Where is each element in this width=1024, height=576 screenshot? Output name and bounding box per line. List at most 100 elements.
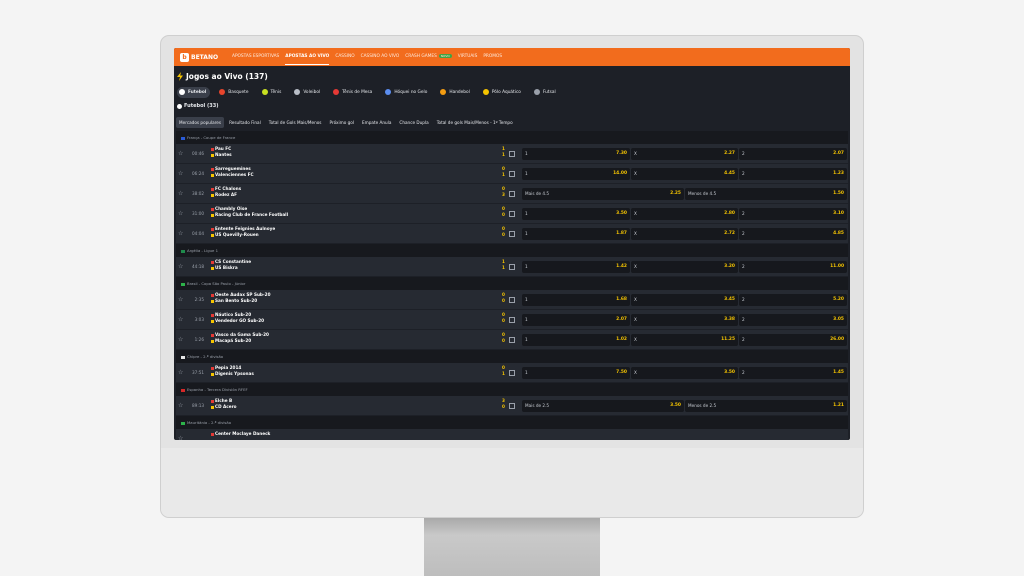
league-header[interactable]: Argélia - Ligue 1 xyxy=(176,244,848,257)
stats-icon[interactable] xyxy=(509,317,515,323)
stats-icon[interactable] xyxy=(509,171,515,177)
league-header[interactable]: Brasil - Copa São Paulo - Júnior xyxy=(176,277,848,290)
odd-button[interactable]: X 11.25 xyxy=(631,333,738,346)
odd-label: Mais de 2.5 xyxy=(525,402,550,408)
odd-button[interactable]: 1 1.42 xyxy=(522,260,630,273)
favorite-star[interactable]: ☆ xyxy=(178,190,184,197)
odd-button[interactable]: X 3.45 xyxy=(631,293,738,306)
odd-value: 2.27 xyxy=(724,150,735,156)
league-header[interactable]: Mauritânia - 2.ª divisão xyxy=(176,416,848,429)
match-row[interactable]: ☆ 1:26 Vasco da Gama Sub-20 0 Macapá Sub-20 0… xyxy=(176,330,848,350)
league-header[interactable]: Chipre - 2.ª divisão xyxy=(176,350,848,363)
favorite-star[interactable]: ☆ xyxy=(178,336,184,343)
odd-button[interactable]: X 3.38 xyxy=(631,313,738,326)
match-row[interactable]: ☆ 2:35 Oeste Audax SP Sub-20 0 San Bento Sub… xyxy=(176,290,848,310)
odd-button[interactable]: 1 7.50 xyxy=(522,366,630,379)
odd-button[interactable]: 1 3.50 xyxy=(522,207,630,220)
market-tab[interactable]: Total de gols Mais/Menos - 1º Tempo xyxy=(436,120,513,125)
nav-item[interactable]: CRASH GAMES NOVO xyxy=(405,48,452,66)
odd-button[interactable]: 1 7.30 xyxy=(522,147,630,160)
favorite-star[interactable]: ☆ xyxy=(178,150,184,157)
odd-button[interactable]: 2 3.10 xyxy=(739,207,847,220)
match-row[interactable]: ☆ 44:18 CS Constantine 1 US Biskra 1 1 1.42 X 3.2… xyxy=(176,257,848,277)
odd-button[interactable]: Mais de 2.5 3.50 xyxy=(522,399,684,412)
nav-item[interactable]: CASSINO xyxy=(335,48,354,66)
sport-tab[interactable]: Basquete xyxy=(217,87,252,98)
market-tab[interactable]: Resultado Final xyxy=(229,120,261,125)
nav-item[interactable]: CASSINO AO VIVO xyxy=(361,48,400,66)
odd-button[interactable]: 1 1.02 xyxy=(522,333,630,346)
sport-tab[interactable]: Tênis de Mesa xyxy=(331,87,376,98)
odd-button[interactable]: Menos de 2.5 1.21 xyxy=(685,399,847,412)
match-row[interactable]: ☆ 37:51 Pepia 2014 0 Digenis Ypsonas 1 1 7.50 X 3… xyxy=(176,363,848,383)
match-row[interactable]: ☆ 3:03 Náutico Sub-20 0 Vendedor GO Sub-20 0 1… xyxy=(176,310,848,330)
favorite-star[interactable]: ☆ xyxy=(178,263,184,270)
market-tab[interactable]: Empate Anula xyxy=(362,120,392,125)
odd-button[interactable]: 2 4.85 xyxy=(739,227,847,240)
odd-button[interactable]: 2 11.00 xyxy=(739,260,847,273)
stats-icon[interactable] xyxy=(509,403,515,409)
sport-tab[interactable]: Tênis xyxy=(260,87,286,98)
nav-item[interactable]: PROMOS xyxy=(483,48,502,66)
odd-button[interactable]: 2 1.23 xyxy=(739,167,847,180)
odd-button[interactable]: 1 14.00 xyxy=(522,167,630,180)
sport-tab[interactable]: Hóquei no Gelo xyxy=(383,87,431,98)
match-row[interactable]: ☆ 06:24 Sarreguemines 0 Valenciennes FC 1 1 14.… xyxy=(176,164,848,184)
favorite-star[interactable]: ☆ xyxy=(178,316,184,323)
match-row[interactable]: ☆ 31:00 Chambly Oise 0 Racing Club de France… xyxy=(176,204,848,224)
sport-tab[interactable]: Handebol xyxy=(438,87,474,98)
sport-tab[interactable]: Futebol xyxy=(177,86,211,98)
sport-tab[interactable]: Pólo Aquático xyxy=(481,87,525,98)
odd-button[interactable]: 2 26.00 xyxy=(739,333,847,346)
match-row[interactable]: ☆ 04:04 Entente Feignies Aulnoye 0 US Quevil… xyxy=(176,224,848,244)
favorite-star[interactable]: ☆ xyxy=(178,230,184,237)
stats-icon[interactable] xyxy=(509,151,515,157)
odd-button[interactable]: X 2.80 xyxy=(631,207,738,220)
odd-button[interactable]: X 3.50 xyxy=(631,366,738,379)
market-tab[interactable]: Próximo gol xyxy=(329,120,354,125)
market-tab[interactable]: Mercados populares xyxy=(176,117,225,128)
nav-item[interactable]: VIRTUAIS xyxy=(458,48,478,66)
favorite-star[interactable]: ☆ xyxy=(178,402,184,409)
stats-icon[interactable] xyxy=(509,191,515,197)
logo[interactable]: b BETANO xyxy=(180,52,218,62)
stats-icon[interactable] xyxy=(509,297,515,303)
sport-tab[interactable]: Futsal xyxy=(532,87,560,98)
favorite-star[interactable]: ☆ xyxy=(178,369,184,376)
stats-icon[interactable] xyxy=(509,211,515,217)
favorite-star[interactable]: ☆ xyxy=(178,210,184,217)
odd-button[interactable]: 2 3.05 xyxy=(739,313,847,326)
favorite-star[interactable]: ☆ xyxy=(178,435,184,440)
match-row[interactable]: ☆ 89:13 Elche B 3 CD Acero 0 Mais de 2.5 3.50 Me… xyxy=(176,396,848,416)
match-row[interactable]: ☆ 38:02 FC Chalons 0 Rodez AF 3 Mais de 4.5 2.2… xyxy=(176,184,848,204)
nav-item[interactable]: APOSTAS ESPORTIVAS xyxy=(232,48,279,66)
odd-button[interactable]: X 2.27 xyxy=(631,147,738,160)
league-header[interactable]: Espanha - Tercera División RFEF xyxy=(176,383,848,396)
market-tab[interactable]: Total de Gols Mais/Menos xyxy=(268,120,322,125)
odd-button[interactable]: 1 1.87 xyxy=(522,227,630,240)
odd-label: 1 xyxy=(525,336,528,342)
odd-button[interactable]: 2 2.07 xyxy=(739,147,847,160)
stats-icon[interactable] xyxy=(509,370,515,376)
odd-value: 2.07 xyxy=(616,316,627,322)
favorite-star[interactable]: ☆ xyxy=(178,296,184,303)
odd-button[interactable]: Menos de 4.5 1.50 xyxy=(685,187,847,200)
odd-button[interactable]: 1 2.07 xyxy=(522,313,630,326)
match-row[interactable]: ☆ 00:46 Pau FC 1 Nantes 1 1 7.30 X 2.27 2 2.07 xyxy=(176,144,848,164)
odd-button[interactable]: X 4.45 xyxy=(631,167,738,180)
favorite-star[interactable]: ☆ xyxy=(178,170,184,177)
sport-tab[interactable]: Voleibol xyxy=(292,87,324,98)
odd-button[interactable]: 2 5.20 xyxy=(739,293,847,306)
stats-icon[interactable] xyxy=(509,264,515,270)
stats-icon[interactable] xyxy=(509,337,515,343)
odd-button[interactable]: 1 1.68 xyxy=(522,293,630,306)
odd-button[interactable]: Mais de 4.5 2.25 xyxy=(522,187,684,200)
odd-button[interactable]: X 2.72 xyxy=(631,227,738,240)
odd-button[interactable]: 2 1.45 xyxy=(739,366,847,379)
league-header[interactable]: França - Coupe de France xyxy=(176,131,848,144)
market-tab[interactable]: Chance Dupla xyxy=(399,120,429,125)
match-row[interactable]: ☆ Center Moclaye Daneck xyxy=(176,429,848,440)
odd-button[interactable]: X 3.20 xyxy=(631,260,738,273)
nav-item[interactable]: APOSTAS AO VIVO xyxy=(285,48,330,66)
stats-icon[interactable] xyxy=(509,231,515,237)
